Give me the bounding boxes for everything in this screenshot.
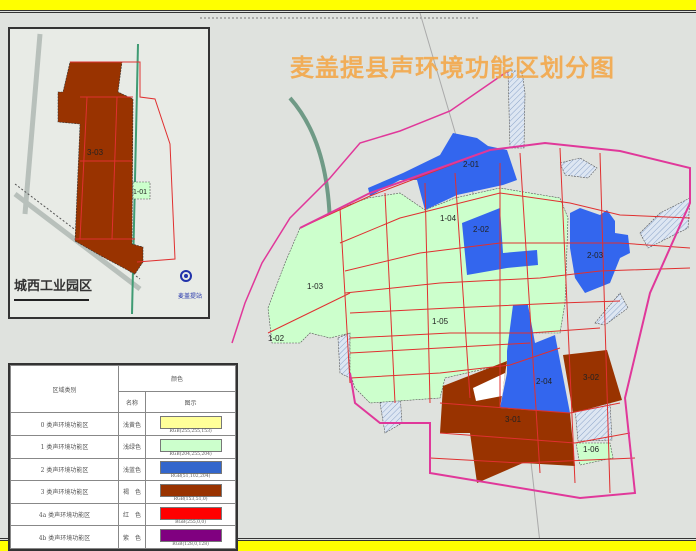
inset-title: 城西工业园区 [14,279,93,294]
legend-rgb: RGB(153,51,0) [173,496,208,502]
zone-label-2-04: 2-04 [536,377,553,386]
map-frame: 2-01 2-02 2-03 2-04 3-01 3-02 1-04 1-05 … [0,10,696,551]
legend-rgb: RGB(255,0,0) [175,519,207,525]
legend-category: 4a 类声环境功能区 [10,502,119,527]
zone-label-1-06: 1-06 [583,445,600,454]
inset-zone-1-01 [132,181,151,200]
legend-rgb: RGB(51,102,204) [170,474,211,480]
legend-swatch-cell: RGB(128,0,128) [145,525,236,549]
main-map: 2-01 2-02 2-03 2-04 3-01 3-02 1-04 1-05 … [200,13,691,538]
legend-color-name: 红 色 [117,502,147,527]
legend-category: 1 类声环境功能区 [10,434,119,459]
legend-category: 2 类声环境功能区 [10,457,119,482]
zone-label-1-03: 1-03 [307,282,324,291]
legend-row: 3 类声环境功能区褐 色 RGB(153,51,0) [10,480,236,504]
legend-header-color: 颜色 [118,365,236,392]
legend-header-swatch: 图示 [145,390,236,414]
zone-label-2-03: 2-03 [587,251,604,260]
legend-rgb: RGB(255,255,153) [169,429,212,435]
legend-swatch [159,461,222,475]
zone-label-1-04: 1-04 [440,214,457,223]
legend-category: 4b 类声环境功能区 [10,525,119,549]
legend-row: 4b 类声环境功能区紫 色 RGB(128,0,128) [10,525,236,549]
station-icon [180,270,192,282]
legend-swatch-cell: RGB(51,102,204) [145,457,236,482]
legend-color-name: 浅蓝色 [117,457,147,482]
legend-table: 区域类别 颜色 名称 图示 0 类声环境功能区 浅黄色 RGB(255,255,15… [8,363,238,551]
zone-label-2-01: 2-01 [463,160,480,169]
legend-swatch [159,438,222,452]
zone-label-3-02: 3-02 [583,373,600,382]
inset-label-3-03: 3-03 [87,148,104,157]
zone-2-01 [368,133,517,210]
legend-row: 2 类声环境功能区 浅蓝色 RGB(51,102,204) [10,457,236,482]
zone-2-03 [570,208,630,293]
legend-rgb: RGB(128,0,128) [172,542,209,548]
zone-label-1-05: 1-05 [432,317,449,326]
map-title: 麦盖提县声环境功能区划分图 [290,54,615,82]
legend-swatch [159,529,222,543]
inset-svg: 3-03 1-01 [13,33,192,315]
legend-row: 4a 类声环境功能区红 色 RGB(255,0,0) [10,502,236,527]
inset-map: 3-03 1-01 城西工业园区 麦盖提站 [8,27,210,319]
legend-color-name: 褐 色 [117,480,147,504]
white-patch [473,373,505,401]
legend-swatch [159,416,222,430]
legend-category: 0 类声环境功能区 [10,412,119,436]
inset-label-1-01: 1-01 [133,189,147,196]
urban-boundary [299,141,691,500]
legend-swatch-cell: RGB(153,51,0) [145,480,236,504]
county-boundary [231,69,511,344]
zone-label-3-01: 3-01 [505,415,522,424]
zone-3-01 [440,361,575,483]
legend-row: 1 类声环境功能区 浅绿色 RGB(204,255,204) [10,434,236,459]
legend-category: 3 类声环境功能区 [10,480,119,504]
legend-header-name: 名称 [117,390,147,414]
legend-header-category: 区域类别 [10,364,119,414]
legend-swatch-cell: RGB(255,0,0) [145,502,236,527]
inset-zone-3-03 [57,61,144,275]
station-label: 麦盖提站 [178,293,203,300]
zone-label-1-02: 1-02 [268,334,285,343]
zone-2-04 [500,305,570,413]
legend-row: 0 类声环境功能区 浅黄色 RGB(255,255,153) [10,412,236,436]
legend-swatch-cell: RGB(255,255,153) [145,412,236,436]
scale-bar [14,299,89,301]
zone-label-2-02: 2-02 [473,225,490,234]
legend-rgb: RGB(204,255,204) [169,451,212,457]
legend-color-name: 浅绿色 [117,434,147,459]
legend-swatch-cell: RGB(204,255,204) [145,434,236,459]
legend-color-name: 紫 色 [117,525,147,549]
legend-swatch [159,506,222,520]
legend-swatch [159,483,222,497]
legend-color-name: 浅黄色 [117,412,147,436]
